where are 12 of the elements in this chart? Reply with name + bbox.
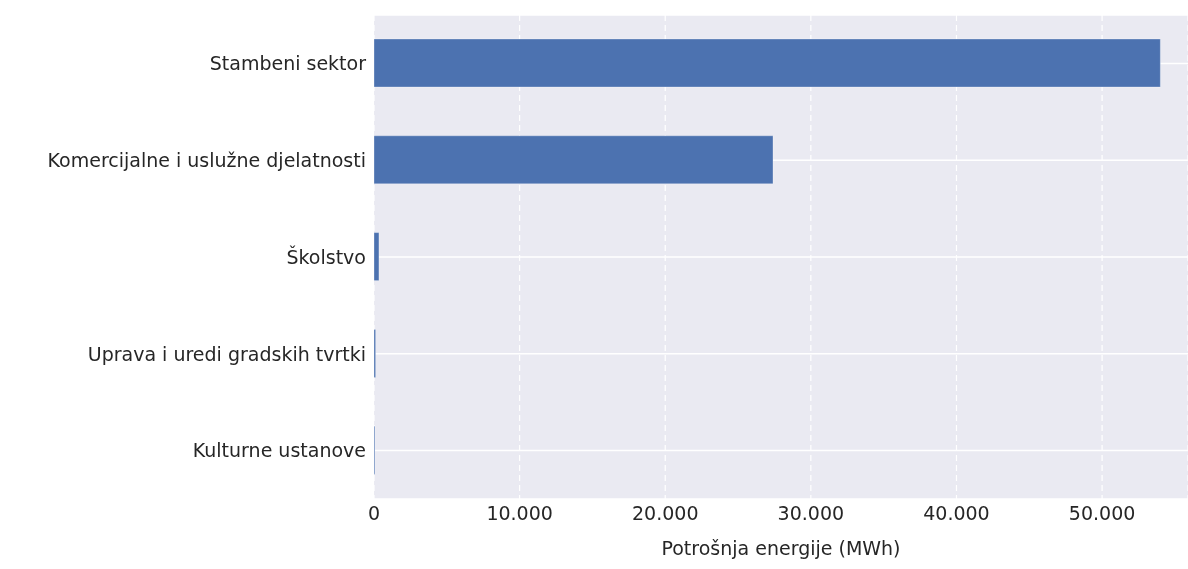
y-tick-label: Školstvo (286, 244, 366, 268)
y-tick-label: Kulturne ustanove (192, 439, 366, 462)
y-tick-label: Komercijalne i uslužne djelatnosti (47, 148, 366, 171)
x-tick-label: 10.000 (486, 502, 553, 525)
y-tick-label: Stambeni sektor (209, 52, 367, 75)
x-axis-title: Potrošnja energije (MWh) (661, 537, 901, 559)
x-tick-label: 0 (367, 502, 381, 525)
x-tick-label: 30.000 (777, 502, 845, 525)
x-tick-label: 20.000 (631, 502, 699, 525)
y-tick-label: Uprava i uredi gradskih tvrtki (87, 342, 366, 365)
x-tick-label: 50.000 (1068, 502, 1136, 525)
x-tick-label: 40.000 (923, 502, 990, 525)
